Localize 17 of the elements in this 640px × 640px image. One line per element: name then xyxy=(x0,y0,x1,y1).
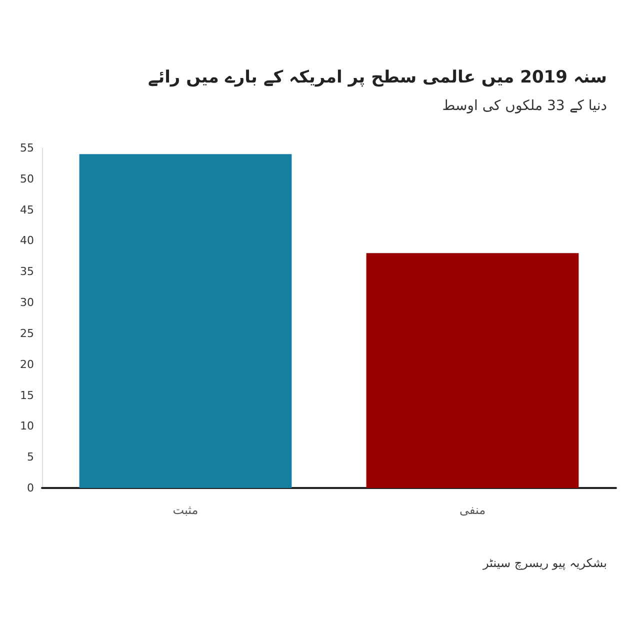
y-tick-label: 30 xyxy=(20,296,34,310)
x-tick-label: منفی xyxy=(459,503,486,517)
y-tick-label: 10 xyxy=(20,420,34,433)
y-tick-label: 25 xyxy=(20,326,34,340)
text: بشکریہ پیو ریسرچ سینٹر xyxy=(482,556,607,570)
y-tick-label: 5 xyxy=(27,450,34,464)
y-tick-label: 35 xyxy=(20,265,34,278)
y-tick-label: 40 xyxy=(20,234,34,248)
y-tick-label: 55 xyxy=(20,142,34,154)
y-tick-label: 0 xyxy=(27,482,34,494)
x-tick-label: مثبت xyxy=(172,503,198,517)
y-tick-label: 50 xyxy=(20,172,34,186)
chart-title: سنہ 2019 میں عالمی سطح پر امریکہ کے بارے میں رائے xyxy=(148,68,608,88)
chart-subtitle: دنیا کے 33 ملکوں کی اوسط xyxy=(442,98,608,114)
y-tick-label: 20 xyxy=(20,358,34,371)
y-tick-label: 45 xyxy=(20,203,34,216)
y-tick-label: 15 xyxy=(20,388,34,402)
